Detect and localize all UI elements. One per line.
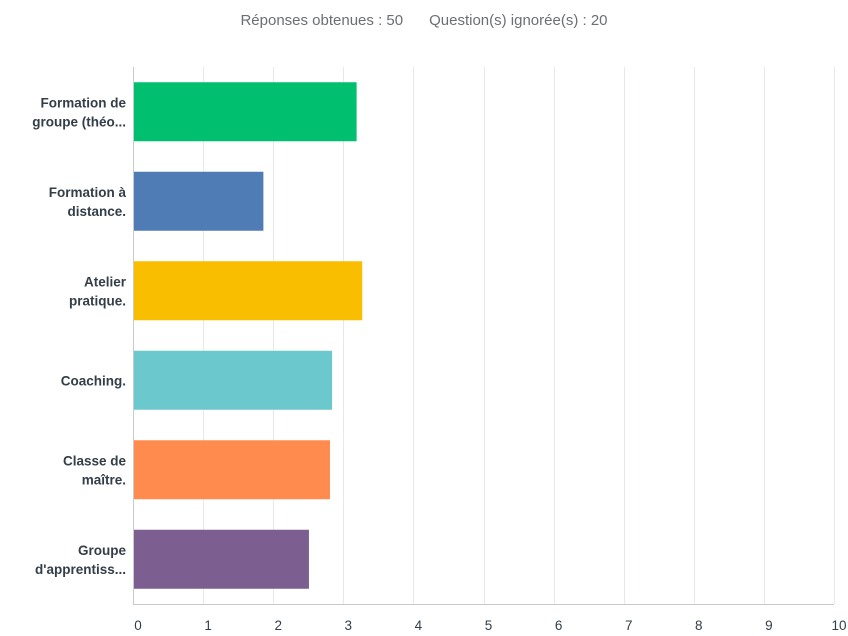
bar	[133, 171, 264, 231]
bar	[133, 261, 363, 321]
category-label: Coaching.	[61, 373, 126, 388]
x-tick-label: 2	[274, 618, 282, 633]
category-label: Groupe d'apprentiss...	[35, 543, 126, 577]
bar	[133, 350, 333, 410]
x-tick-label: 9	[765, 618, 773, 633]
x-tick-label: 0	[134, 618, 142, 633]
x-tick-label: 8	[695, 618, 703, 633]
x-tick-label: 6	[555, 618, 563, 633]
category-label: Formation de groupe (théo...	[32, 95, 126, 129]
response-stats: Réponses obtenues : 50 Question(s) ignoré…	[0, 12, 848, 29]
skipped-count: Question(s) ignorée(s) : 20	[429, 12, 608, 29]
bar	[133, 82, 357, 142]
x-tick-label: 4	[415, 618, 423, 633]
x-tick-label: 5	[485, 618, 493, 633]
category-label: Classe de maître.	[63, 453, 127, 487]
x-tick-label: 1	[204, 618, 212, 633]
category-label: Atelier pratique.	[69, 274, 127, 308]
x-tick-label: 7	[625, 618, 633, 633]
x-tick-label: 3	[345, 618, 353, 633]
x-tick-label: 10	[831, 618, 846, 633]
bar	[133, 440, 330, 500]
responses-count: Réponses obtenues : 50	[240, 12, 404, 29]
category-label: Formation à distance.	[49, 185, 127, 219]
bar	[133, 529, 309, 589]
